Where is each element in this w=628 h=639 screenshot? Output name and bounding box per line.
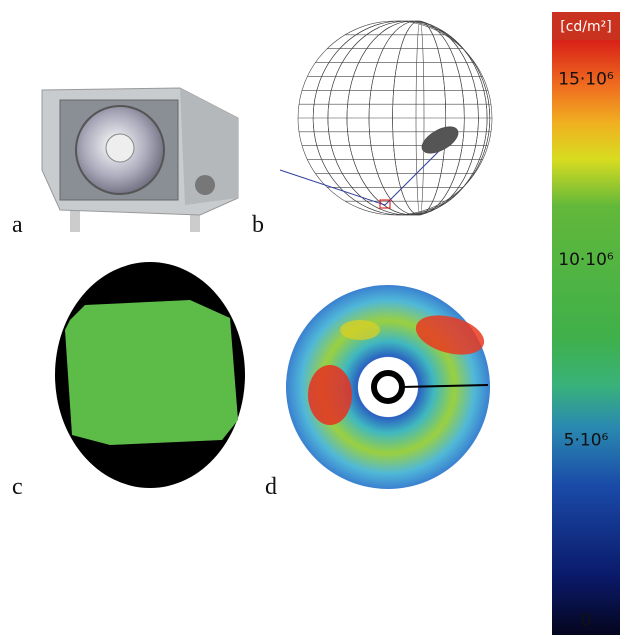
luminance-map	[286, 285, 490, 489]
colorbar	[552, 40, 620, 635]
panel-label: c	[12, 474, 23, 500]
floodlight	[42, 88, 238, 232]
wireframe-sphere	[280, 21, 492, 215]
colorbar-tick-label: 10·10⁶	[558, 250, 614, 270]
lamp	[418, 121, 463, 158]
projection	[55, 262, 245, 488]
figure: a b c d [cd/m²] 15·10⁶ 10·10⁶ 5·10⁶ 0	[0, 0, 628, 639]
panel-label: b	[252, 212, 264, 238]
colorbar-tick-label: 0	[581, 611, 592, 631]
colorbar-tick-label: 15·10⁶	[558, 70, 614, 90]
colorbar-tick-label: 5·10⁶	[564, 430, 609, 450]
panel-label: a	[12, 212, 23, 238]
panel-label: d	[265, 474, 277, 500]
colorbar-unit: [cd/m²]	[560, 19, 611, 35]
